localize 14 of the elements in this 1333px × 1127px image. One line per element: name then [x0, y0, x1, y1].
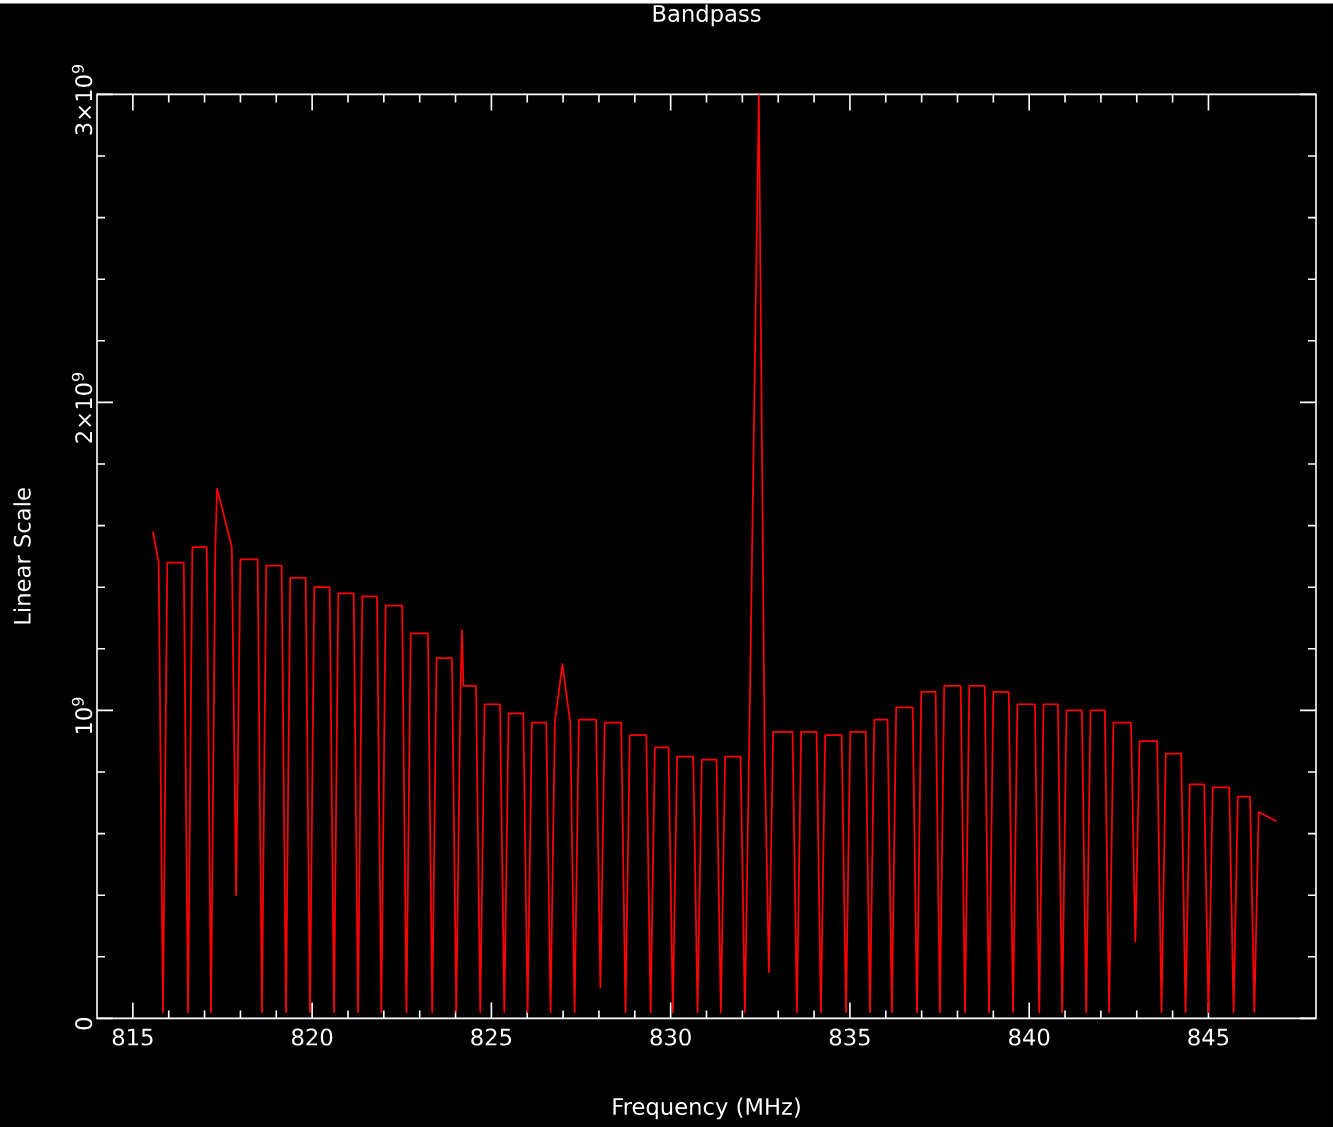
x-axis-title: Frequency (MHz) [613, 1097, 800, 1120]
x-tick-label: 840 [1009, 1028, 1050, 1046]
y-tick-label: 10$^{9}$ [71, 697, 93, 733]
x-tick-label: 845 [1188, 1028, 1229, 1046]
y-axis-title: Linear Scale [13, 488, 31, 624]
y-tick-label: 0 [75, 1017, 93, 1030]
x-tick-label: 825 [471, 1028, 512, 1046]
x-tick-label: 835 [829, 1028, 870, 1046]
y-tick-label: 2×10$^{9}$ [71, 372, 93, 443]
x-tick-label: 830 [650, 1028, 691, 1046]
chart-title: Bandpass [653, 4, 761, 27]
y-tick-label: 3×10$^{9}$ [71, 64, 93, 135]
x-tick-label: 820 [292, 1028, 333, 1046]
x-tick-label: 815 [112, 1028, 153, 1046]
